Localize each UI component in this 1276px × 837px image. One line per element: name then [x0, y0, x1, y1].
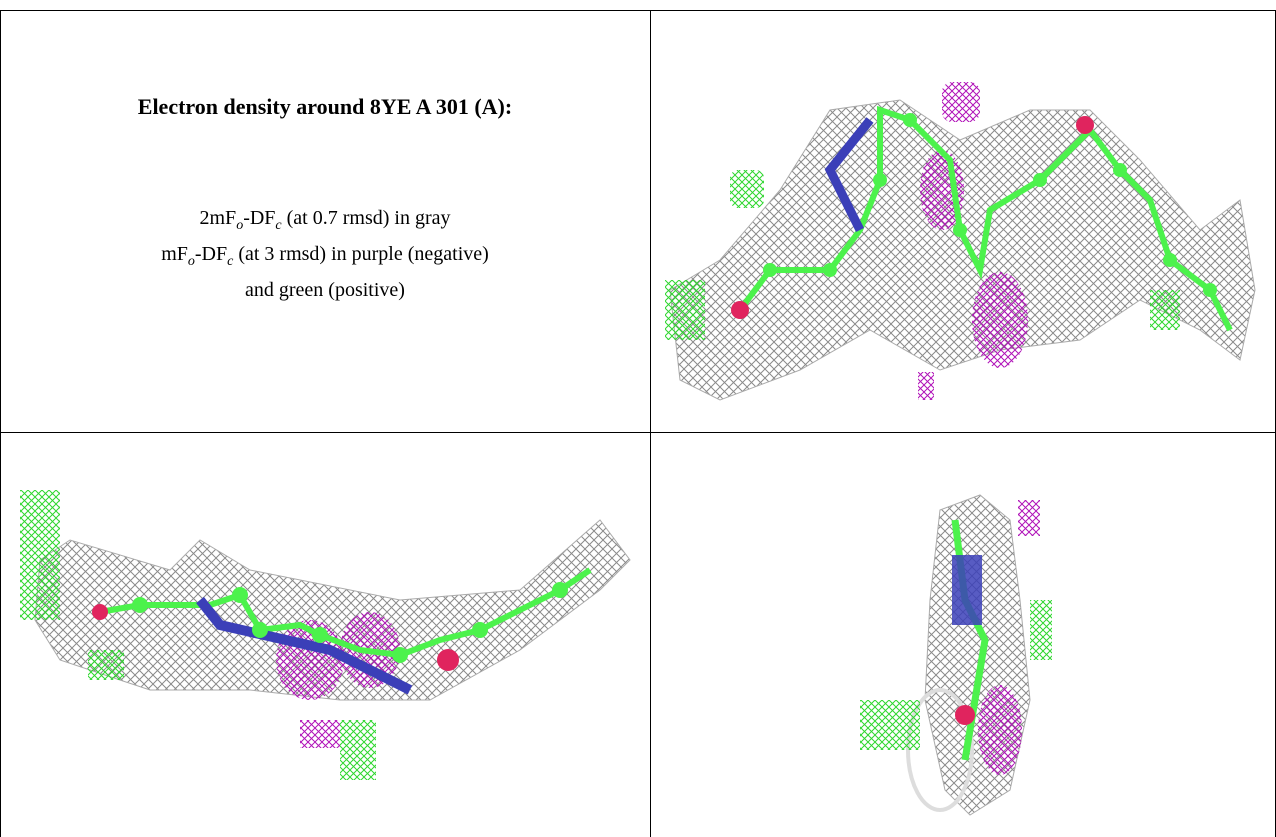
legend-text-part: -DF — [243, 207, 276, 229]
subscript: c — [275, 218, 282, 233]
legend-line: and green (positive) — [0, 276, 650, 304]
legend-text-part: mF — [161, 243, 188, 265]
density-view-1 — [665, 82, 1256, 401]
density-view-2 — [20, 490, 631, 780]
subscript: c — [227, 254, 234, 269]
legend-line: mFo-DFc (at 3 rmsd) in purple (negative) — [0, 240, 650, 276]
legend-text-part: and green (positive) — [245, 279, 405, 301]
legend-text-part: (at 0.7 rmsd) in gray — [281, 207, 451, 229]
legend-text-part: 2mF — [199, 207, 237, 229]
legend-line: 2mFo-DFc (at 0.7 rmsd) in gray — [0, 204, 650, 240]
legend-text-part: -DF — [194, 243, 228, 265]
subscript: o — [187, 254, 195, 269]
legend-text: 2mFo-DFc (at 0.7 rmsd) in gray mFo-DFc (a… — [0, 204, 650, 304]
figure-title: Electron density around 8YE A 301 (A): — [137, 94, 513, 119]
density-view-3 — [860, 494, 1052, 816]
subscript: o — [236, 218, 244, 233]
legend-text-part: (at 3 rmsd) in purple (negative) — [233, 243, 489, 265]
